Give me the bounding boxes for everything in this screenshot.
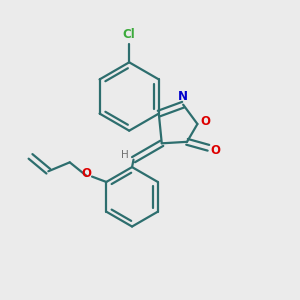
Text: O: O xyxy=(81,167,91,180)
Text: Cl: Cl xyxy=(123,28,136,41)
Text: O: O xyxy=(210,144,220,157)
Text: H: H xyxy=(121,150,129,160)
Text: O: O xyxy=(201,115,211,128)
Text: N: N xyxy=(178,90,188,103)
